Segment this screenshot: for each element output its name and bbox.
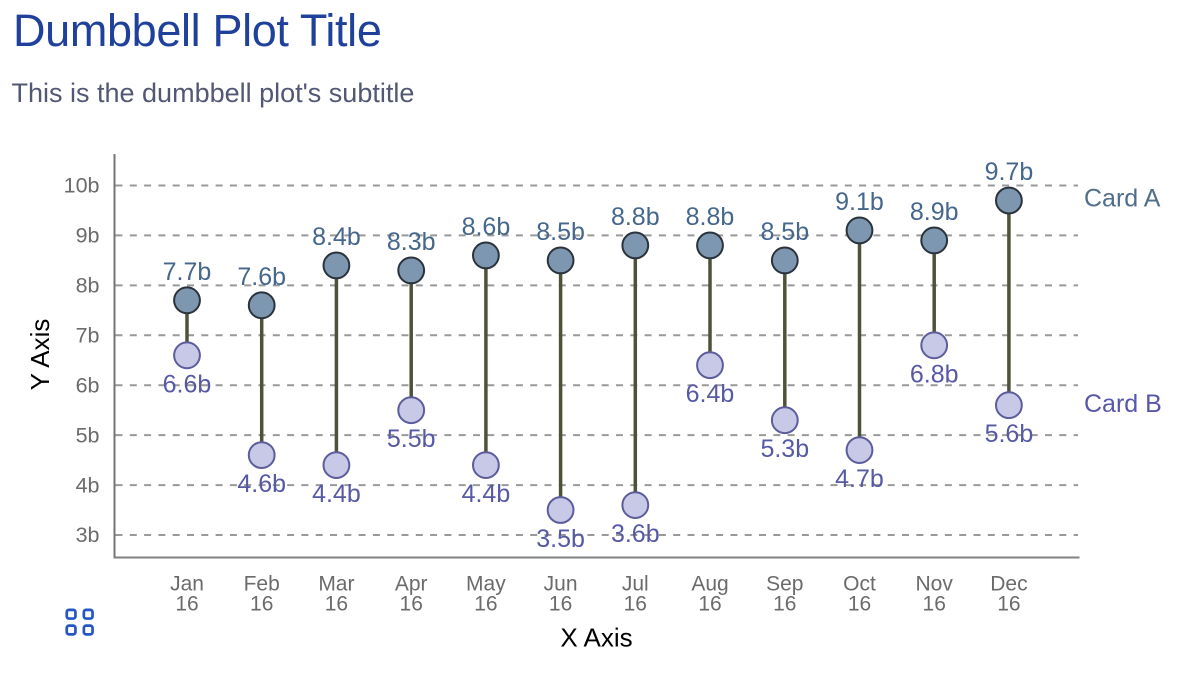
svg-text:Card A: Card A (1084, 184, 1161, 212)
svg-text:5b: 5b (76, 423, 100, 447)
svg-text:16: 16 (549, 593, 572, 616)
svg-text:9.7b: 9.7b (985, 158, 1034, 186)
svg-text:8b: 8b (76, 274, 100, 298)
svg-text:Y Axis: Y Axis (25, 319, 55, 391)
svg-text:4b: 4b (76, 473, 100, 497)
svg-text:16: 16 (250, 593, 273, 616)
svg-text:16: 16 (624, 593, 647, 616)
svg-text:8.5b: 8.5b (536, 218, 585, 246)
svg-text:X Axis: X Axis (560, 623, 632, 653)
svg-text:6.6b: 6.6b (163, 370, 212, 398)
svg-text:Jan: Jan (170, 573, 204, 596)
svg-text:4.4b: 4.4b (312, 480, 361, 508)
svg-text:Feb: Feb (244, 573, 280, 596)
svg-text:Jul: Jul (622, 573, 649, 596)
svg-text:9.1b: 9.1b (835, 188, 884, 216)
svg-text:16: 16 (997, 593, 1020, 616)
svg-text:Dumbbell Plot Title: Dumbbell Plot Title (13, 5, 382, 56)
svg-text:5.6b: 5.6b (985, 420, 1034, 448)
svg-text:8.4b: 8.4b (312, 223, 361, 251)
svg-text:16: 16 (698, 593, 721, 616)
svg-text:7.6b: 7.6b (237, 263, 286, 291)
svg-text:8.9b: 8.9b (910, 198, 959, 226)
svg-text:10b: 10b (64, 174, 100, 198)
svg-text:Oct: Oct (843, 573, 876, 596)
svg-text:16: 16 (474, 593, 497, 616)
svg-text:Jun: Jun (544, 573, 578, 596)
svg-text:Aug: Aug (691, 573, 728, 596)
svg-text:This is the dumbbell plot's su: This is the dumbbell plot's subtitle (12, 78, 415, 108)
svg-text:Mar: Mar (318, 573, 354, 596)
svg-text:4.4b: 4.4b (462, 480, 511, 508)
svg-text:7.7b: 7.7b (163, 258, 212, 286)
svg-text:3.5b: 3.5b (536, 525, 585, 553)
svg-text:8.8b: 8.8b (686, 203, 735, 231)
svg-text:5.5b: 5.5b (387, 425, 436, 453)
svg-text:16: 16 (400, 593, 423, 616)
svg-text:Dec: Dec (990, 573, 1027, 596)
svg-text:May: May (466, 573, 506, 596)
svg-text:3b: 3b (76, 523, 100, 547)
svg-text:6b: 6b (76, 373, 100, 397)
svg-text:16: 16 (773, 593, 796, 616)
svg-text:8.3b: 8.3b (387, 228, 436, 256)
svg-text:6.8b: 6.8b (910, 360, 959, 388)
svg-text:Sep: Sep (766, 573, 803, 596)
svg-text:Apr: Apr (395, 573, 428, 596)
svg-text:16: 16 (325, 593, 348, 616)
svg-text:4.7b: 4.7b (835, 465, 884, 493)
svg-text:7b: 7b (76, 324, 100, 348)
svg-text:5.3b: 5.3b (760, 435, 809, 463)
svg-text:6.4b: 6.4b (686, 380, 735, 408)
svg-text:Nov: Nov (916, 573, 954, 596)
svg-text:8.8b: 8.8b (611, 203, 660, 231)
svg-text:8.5b: 8.5b (760, 218, 809, 246)
svg-text:16: 16 (848, 593, 871, 616)
svg-text:16: 16 (175, 593, 198, 616)
svg-text:4.6b: 4.6b (237, 470, 286, 498)
svg-text:9b: 9b (76, 224, 100, 248)
svg-text:8.6b: 8.6b (462, 213, 511, 241)
svg-text:16: 16 (923, 593, 946, 616)
svg-text:Card B: Card B (1084, 390, 1162, 418)
svg-text:3.6b: 3.6b (611, 520, 660, 548)
